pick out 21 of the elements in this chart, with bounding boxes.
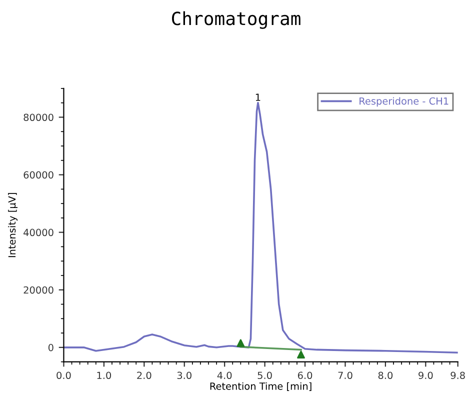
- x-tick-label: 2.0: [137, 372, 152, 380]
- x-tick-label: 1.0: [97, 372, 112, 380]
- x-tick-label: 5.0: [258, 372, 272, 380]
- x-tick-label: 9.8: [450, 372, 465, 380]
- y-tick-label: 20000: [24, 286, 54, 294]
- x-tick-label: 8.0: [378, 372, 393, 380]
- annotation: 1: [256, 94, 260, 101]
- x-tick-label: 4.0: [217, 372, 232, 380]
- chart-title: Chromatogram: [172, 11, 300, 29]
- x-tick-label: 7.0: [338, 372, 352, 380]
- x-tick-label: 6.0: [298, 372, 312, 380]
- y-tick-label: 80000: [24, 114, 54, 122]
- y-tick-label: 40000: [24, 228, 54, 236]
- y-tick-label: 0: [48, 344, 54, 352]
- x-tick-label: 0.0: [56, 372, 71, 380]
- x-tick-label: 3.0: [177, 372, 192, 380]
- x-axis-title: Retention Time [min]: [210, 382, 312, 391]
- y-tick-label: 60000: [24, 171, 54, 179]
- y-axis-title: Intensity [µV]: [8, 193, 18, 258]
- legend-label: Resperidone - CH1: [360, 97, 448, 107]
- x-tick-label: 9.0: [418, 372, 433, 380]
